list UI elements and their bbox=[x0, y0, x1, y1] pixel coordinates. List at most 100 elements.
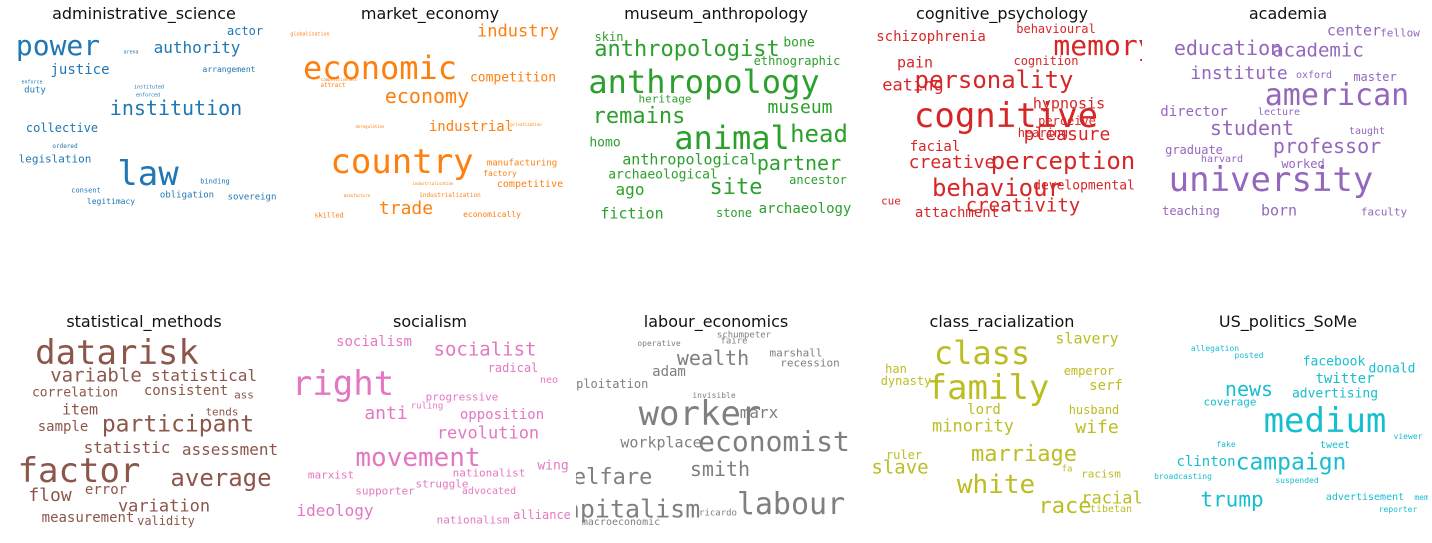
word: ago bbox=[615, 180, 645, 199]
word: heritage bbox=[638, 92, 692, 106]
word: anti bbox=[364, 403, 408, 424]
word: remains bbox=[592, 104, 686, 129]
word: datarisk bbox=[35, 333, 199, 373]
word: suspended bbox=[1275, 476, 1319, 485]
word: competition bbox=[469, 70, 557, 86]
word: behaviour bbox=[931, 174, 1063, 202]
word: minority bbox=[932, 416, 1014, 437]
word: taught bbox=[1348, 126, 1386, 137]
word: academic bbox=[1272, 39, 1364, 62]
wordcloud-panel-cognitive_psychology: cognitive_psychology behavioural schizophr… bbox=[862, 0, 1142, 235]
word: trump bbox=[1200, 487, 1264, 512]
word: viewer bbox=[1393, 432, 1423, 441]
word: professor bbox=[1272, 134, 1382, 158]
word: bone bbox=[783, 35, 815, 51]
word: binding bbox=[200, 177, 230, 186]
word: facial bbox=[909, 139, 961, 155]
word: schumpeter bbox=[716, 330, 772, 341]
word: privatization bbox=[510, 122, 542, 127]
word: marxist bbox=[307, 468, 355, 482]
word: broadcasting bbox=[1154, 472, 1212, 481]
word: supporter bbox=[355, 484, 415, 498]
word: statistic bbox=[83, 438, 171, 457]
word: allegation bbox=[1190, 344, 1240, 353]
word: nationalism bbox=[436, 513, 510, 527]
word: graduate bbox=[1165, 143, 1223, 157]
wordcloud-panel-labour_economics: labour_economics schumpeter operative faire… bbox=[576, 308, 856, 543]
panel-title: US_politics_SoMe bbox=[1218, 312, 1358, 331]
panel-title: museum_anthropology bbox=[624, 4, 808, 23]
word: han bbox=[885, 362, 907, 376]
word: exploitation bbox=[576, 377, 649, 391]
word: medium bbox=[1263, 401, 1387, 441]
word: industrialization bbox=[419, 192, 481, 199]
word: assessment bbox=[181, 440, 279, 459]
word: cue bbox=[881, 194, 901, 208]
word: movement bbox=[355, 443, 481, 473]
word: anthropology bbox=[588, 63, 820, 101]
word: faculty bbox=[1360, 205, 1408, 219]
word: ruler bbox=[885, 448, 923, 462]
word: born bbox=[1260, 201, 1298, 220]
word: lord bbox=[967, 402, 1001, 418]
word: facebook bbox=[1302, 354, 1366, 370]
word: ruling bbox=[410, 401, 444, 412]
word: behavioural bbox=[1016, 22, 1096, 36]
word: marshall bbox=[769, 346, 823, 360]
word: fake bbox=[1216, 440, 1236, 449]
word: average bbox=[170, 464, 272, 492]
word: education bbox=[1173, 36, 1283, 60]
word: error bbox=[84, 482, 128, 498]
word: schizophrenia bbox=[876, 29, 986, 45]
word: variation bbox=[117, 496, 211, 517]
word: industrialisation bbox=[412, 181, 454, 186]
word: hearing bbox=[1017, 126, 1069, 140]
word: nationalist bbox=[452, 466, 526, 480]
word: perception bbox=[990, 147, 1136, 175]
word: institute bbox=[1190, 63, 1288, 84]
panel-title: market_economy bbox=[360, 4, 500, 23]
word: director bbox=[1160, 104, 1228, 120]
word: item bbox=[61, 400, 99, 419]
word: duty bbox=[24, 85, 46, 96]
word: invisible bbox=[692, 391, 736, 400]
word: alliance bbox=[513, 508, 570, 522]
word: cognition bbox=[1013, 54, 1079, 68]
word: wealth bbox=[676, 346, 750, 370]
wordcloud-panel-academia: academia center fellow education academic ins… bbox=[1148, 0, 1428, 235]
word: socialist bbox=[433, 338, 537, 361]
word: wife bbox=[1075, 417, 1119, 438]
word: progressive bbox=[425, 390, 499, 404]
word: revolution bbox=[436, 423, 540, 444]
word: husband bbox=[1068, 403, 1120, 417]
word: tibetan bbox=[1089, 504, 1133, 515]
word: arrangement bbox=[202, 65, 256, 74]
word: manufacture bbox=[343, 193, 371, 198]
word: slavery bbox=[1055, 329, 1119, 348]
panel-title: socialism bbox=[393, 312, 467, 331]
word: variable bbox=[50, 364, 142, 387]
word: measurement bbox=[41, 510, 135, 526]
word: legislation bbox=[18, 152, 92, 166]
word: obligation bbox=[159, 190, 215, 201]
word: hypnosis bbox=[1032, 94, 1106, 113]
word: struggle bbox=[415, 477, 469, 491]
word: coverage bbox=[1203, 395, 1257, 409]
word: factory bbox=[483, 169, 517, 178]
word: welfare bbox=[576, 465, 653, 490]
word: memory bbox=[1053, 29, 1142, 62]
word: opposition bbox=[459, 407, 545, 423]
word: archaeological bbox=[608, 167, 718, 183]
word: legitimacy bbox=[86, 197, 136, 206]
word: labour bbox=[736, 487, 846, 522]
word: tends bbox=[205, 405, 239, 419]
word: partner bbox=[756, 151, 842, 175]
word: factor bbox=[17, 451, 141, 491]
word: actor bbox=[226, 24, 264, 38]
word: fiction bbox=[600, 204, 664, 223]
word: twitter bbox=[1315, 371, 1375, 387]
word: site bbox=[709, 175, 763, 200]
word: center bbox=[1326, 21, 1382, 40]
word: class bbox=[933, 334, 1031, 372]
